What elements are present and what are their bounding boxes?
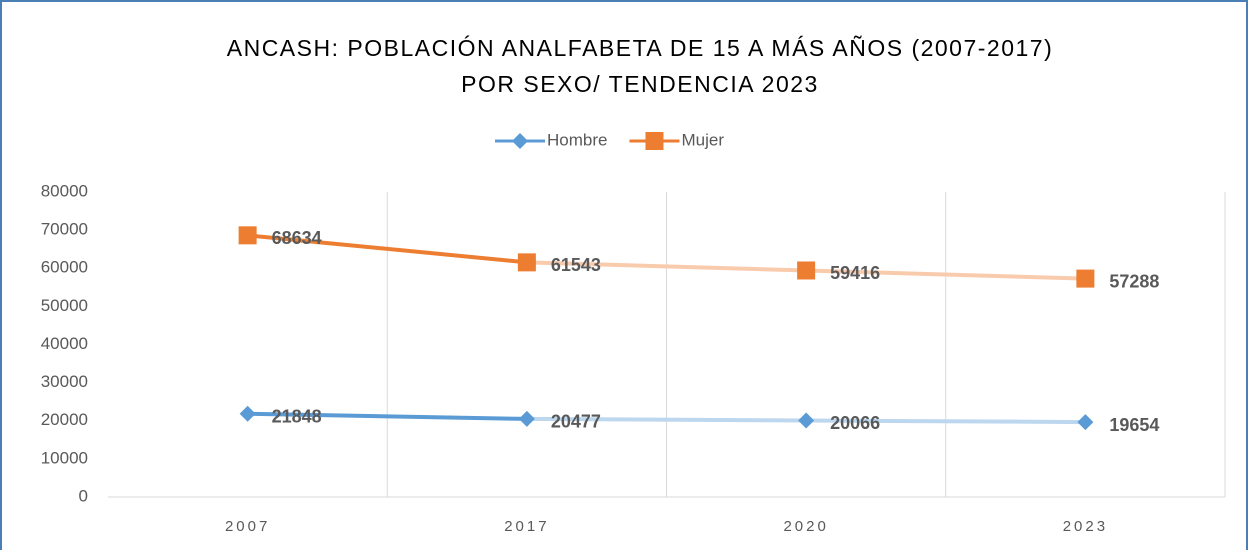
marker	[517, 253, 536, 272]
marker	[798, 412, 815, 429]
legend-marker	[645, 132, 664, 150]
y-tick-label: 60000	[41, 258, 88, 277]
x-tick-label: 2017	[504, 518, 549, 535]
data-label: 19654	[1109, 415, 1159, 435]
data-label: 61543	[551, 255, 601, 275]
data-label: 68634	[272, 228, 322, 248]
y-tick-label: 70000	[41, 220, 88, 239]
y-tick-label: 80000	[41, 181, 88, 200]
x-tick-label: 2007	[225, 518, 270, 535]
series-line	[524, 416, 809, 423]
marker	[1077, 414, 1094, 431]
data-label: 20477	[551, 412, 601, 432]
data-label: 20066	[830, 413, 880, 433]
series-line	[804, 268, 1088, 281]
y-tick-label: 10000	[41, 448, 88, 467]
y-tick-label: 30000	[41, 372, 88, 391]
legend-label: Hombre	[547, 130, 607, 149]
y-tick-label: 0	[79, 486, 88, 505]
chart-title: ANCASH: POBLACIÓN ANALFABETA DE 15 A MÁS…	[227, 35, 1054, 61]
marker	[518, 410, 535, 427]
y-tick-label: 20000	[41, 410, 88, 429]
marker	[1076, 269, 1095, 288]
marker	[239, 405, 256, 422]
legend-marker	[512, 133, 528, 149]
marker	[238, 226, 257, 245]
marker	[797, 261, 816, 280]
data-label: 59416	[830, 263, 880, 283]
series-line	[245, 411, 529, 421]
y-tick-label: 50000	[41, 296, 88, 315]
y-tick-label: 40000	[41, 334, 88, 353]
x-tick-label: 2023	[1063, 518, 1108, 535]
data-label: 21848	[272, 406, 322, 426]
series-line	[524, 260, 809, 273]
series-line	[245, 233, 529, 265]
data-label: 57288	[1109, 271, 1159, 291]
chart-subtitle: POR SEXO/ TENDENCIA 2023	[461, 71, 819, 97]
x-tick-label: 2020	[783, 518, 828, 535]
legend-label: Mujer	[681, 130, 724, 149]
series-line	[804, 418, 1088, 425]
